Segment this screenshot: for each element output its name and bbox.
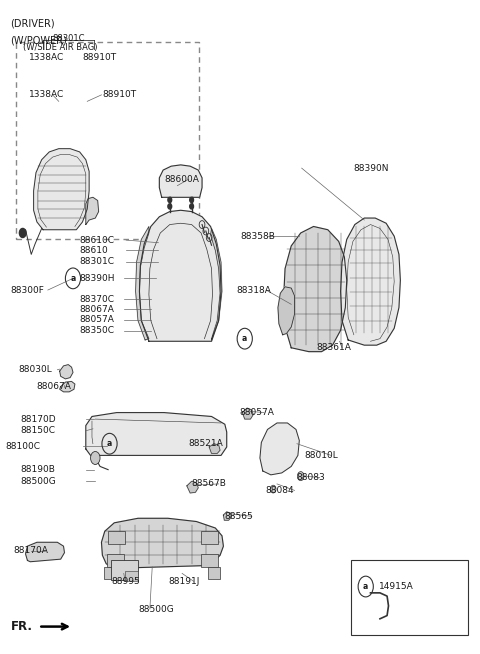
Text: 88083: 88083 <box>296 473 325 482</box>
FancyBboxPatch shape <box>16 42 199 239</box>
Text: 88521A: 88521A <box>189 439 224 448</box>
Polygon shape <box>278 287 295 335</box>
Text: 88084: 88084 <box>265 486 294 495</box>
Bar <box>104 567 115 579</box>
Text: 88318A: 88318A <box>236 286 271 294</box>
Text: 88361A: 88361A <box>316 343 351 353</box>
Bar <box>201 554 218 567</box>
Circle shape <box>298 472 304 481</box>
Text: 88500G: 88500G <box>138 604 174 613</box>
Polygon shape <box>86 198 98 224</box>
Text: 88191J: 88191J <box>169 577 200 586</box>
Text: 88995: 88995 <box>111 577 140 586</box>
Polygon shape <box>60 381 75 392</box>
Bar <box>208 567 219 579</box>
Text: (W/SIDE AIR BAG): (W/SIDE AIR BAG) <box>23 43 97 52</box>
Bar <box>201 531 218 544</box>
Polygon shape <box>159 165 202 198</box>
Polygon shape <box>136 226 149 340</box>
Circle shape <box>168 198 172 203</box>
Text: a: a <box>363 582 368 591</box>
Text: 88067A: 88067A <box>36 382 71 391</box>
Text: (DRIVER): (DRIVER) <box>10 19 55 29</box>
Text: 88600A: 88600A <box>164 175 199 184</box>
Polygon shape <box>34 148 89 230</box>
Text: a: a <box>71 274 76 283</box>
Text: 88150C: 88150C <box>21 426 56 436</box>
Circle shape <box>91 451 100 464</box>
Bar <box>111 560 138 580</box>
Bar <box>125 572 138 581</box>
Text: 88301C: 88301C <box>80 257 115 266</box>
Text: 88910T: 88910T <box>102 90 136 99</box>
Text: 88910T: 88910T <box>83 54 117 62</box>
Text: 88300F: 88300F <box>10 286 44 294</box>
Circle shape <box>168 204 172 209</box>
Text: 88390H: 88390H <box>80 274 115 283</box>
Text: 88500G: 88500G <box>21 477 57 486</box>
Circle shape <box>270 485 276 493</box>
Bar <box>107 554 124 567</box>
Circle shape <box>190 204 193 209</box>
Text: 88170D: 88170D <box>21 415 57 424</box>
Text: 88358B: 88358B <box>240 232 275 241</box>
Text: 88565: 88565 <box>225 512 253 521</box>
Text: 1338AC: 1338AC <box>29 90 64 99</box>
Text: 1338AC: 1338AC <box>29 54 64 62</box>
Text: 88030L: 88030L <box>18 366 52 374</box>
Polygon shape <box>187 481 198 493</box>
Text: 14915A: 14915A <box>379 582 414 591</box>
Circle shape <box>19 228 26 237</box>
Text: 88350C: 88350C <box>80 326 115 336</box>
Text: (W/POWER): (W/POWER) <box>10 35 67 45</box>
Text: 88190B: 88190B <box>21 465 56 474</box>
Polygon shape <box>25 542 64 562</box>
Polygon shape <box>260 423 300 475</box>
Text: FR.: FR. <box>12 620 33 633</box>
Text: a: a <box>107 439 112 448</box>
Text: 88370C: 88370C <box>80 294 115 303</box>
Polygon shape <box>284 226 347 352</box>
Circle shape <box>190 198 193 203</box>
Text: 88170A: 88170A <box>13 546 48 555</box>
Text: 88390N: 88390N <box>354 164 389 173</box>
Text: 88567B: 88567B <box>192 479 227 489</box>
Polygon shape <box>209 443 220 453</box>
Text: 88610C: 88610C <box>80 235 115 245</box>
Polygon shape <box>211 228 222 340</box>
Polygon shape <box>139 211 221 341</box>
FancyBboxPatch shape <box>351 560 468 635</box>
Text: 88100C: 88100C <box>5 442 40 451</box>
Text: 88057A: 88057A <box>80 315 115 324</box>
Polygon shape <box>101 518 223 568</box>
Text: 88057A: 88057A <box>239 408 274 417</box>
Polygon shape <box>223 512 231 520</box>
Text: 88067A: 88067A <box>80 305 115 314</box>
Polygon shape <box>86 413 227 455</box>
Polygon shape <box>341 218 400 345</box>
Text: 88610: 88610 <box>80 246 108 255</box>
Polygon shape <box>242 408 253 419</box>
Text: 88301C: 88301C <box>52 34 84 43</box>
Polygon shape <box>60 365 73 379</box>
Bar <box>108 531 125 544</box>
Text: a: a <box>242 334 247 343</box>
Text: 88010L: 88010L <box>304 451 338 460</box>
